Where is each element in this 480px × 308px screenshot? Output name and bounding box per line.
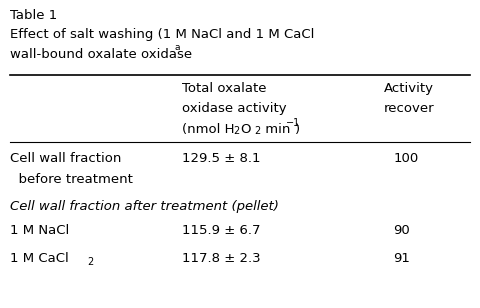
- Text: 129.5 ± 8.1: 129.5 ± 8.1: [182, 152, 261, 165]
- Text: 2: 2: [87, 257, 94, 267]
- Text: 91: 91: [394, 252, 410, 265]
- Text: before treatment: before treatment: [10, 173, 132, 186]
- Text: min: min: [261, 123, 290, 136]
- Text: 1 M NaCl: 1 M NaCl: [10, 224, 69, 237]
- Text: O: O: [240, 123, 251, 136]
- Text: ): ): [295, 123, 300, 136]
- Text: 2: 2: [254, 126, 260, 136]
- Text: recover: recover: [384, 102, 434, 115]
- Text: 117.8 ± 2.3: 117.8 ± 2.3: [182, 252, 261, 265]
- Text: Activity: Activity: [384, 82, 434, 95]
- Text: 115.9 ± 6.7: 115.9 ± 6.7: [182, 224, 261, 237]
- Text: Effect of salt washing (1 M NaCl and 1 M CaCl: Effect of salt washing (1 M NaCl and 1 M…: [10, 28, 314, 41]
- Text: oxidase activity: oxidase activity: [182, 102, 287, 115]
- Text: (nmol H: (nmol H: [182, 123, 235, 136]
- Text: a: a: [174, 43, 180, 51]
- Text: 100: 100: [394, 152, 419, 165]
- Text: 2: 2: [233, 126, 240, 136]
- Text: 1 M CaCl: 1 M CaCl: [10, 252, 68, 265]
- Text: Table 1: Table 1: [10, 9, 57, 22]
- Text: 90: 90: [394, 224, 410, 237]
- Text: Cell wall fraction: Cell wall fraction: [10, 152, 121, 165]
- Text: wall-bound oxalate oxidase: wall-bound oxalate oxidase: [10, 48, 192, 61]
- Text: Cell wall fraction after treatment (pellet): Cell wall fraction after treatment (pell…: [10, 200, 278, 213]
- Text: Total oxalate: Total oxalate: [182, 82, 267, 95]
- Text: −1: −1: [286, 118, 300, 128]
